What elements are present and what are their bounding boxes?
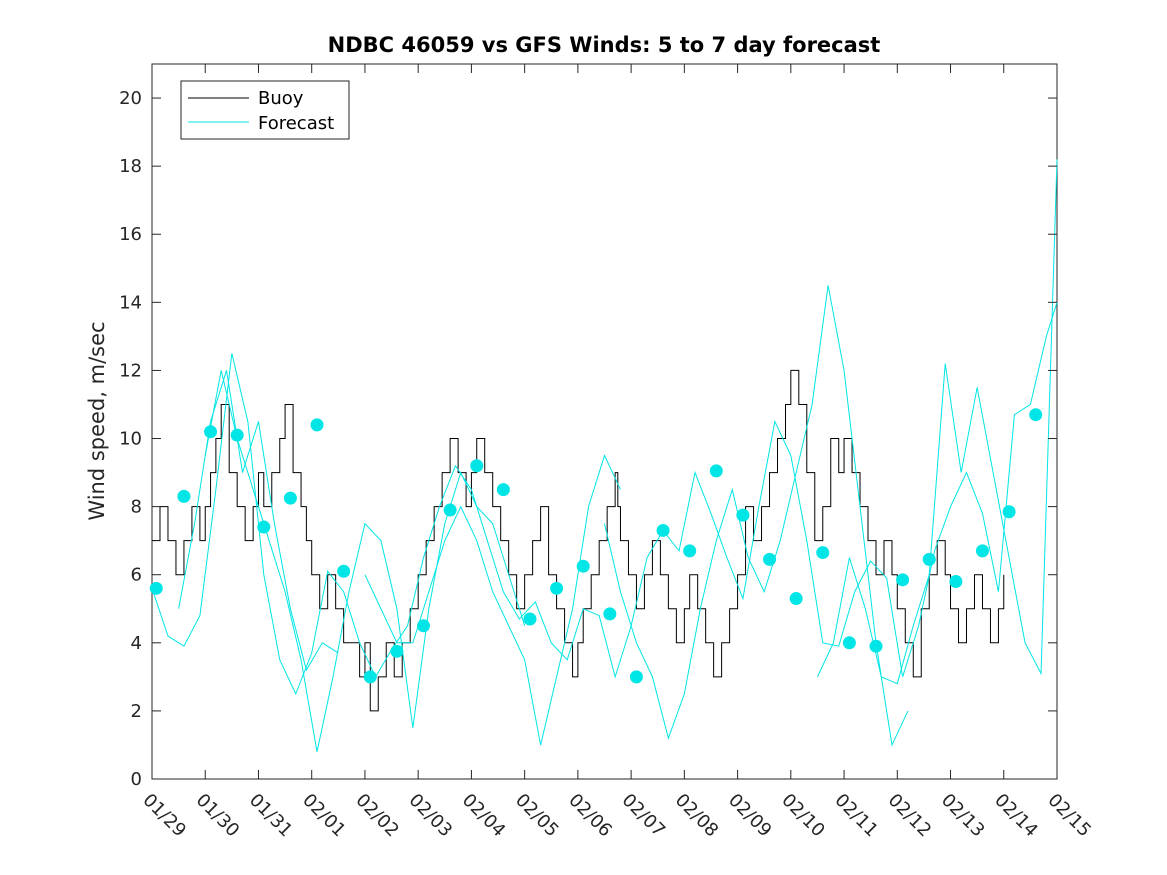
forecast-point — [949, 575, 963, 589]
forecast-point — [869, 639, 883, 653]
buoy-series-line — [152, 369, 1005, 712]
forecast-point — [656, 523, 670, 537]
y-axis-label: Wind speed, m/sec — [85, 321, 109, 520]
forecast-point — [896, 573, 910, 587]
legend-buoy-label: Buoy — [258, 88, 304, 109]
forecast-point — [789, 592, 803, 606]
forecast-point — [204, 425, 218, 439]
forecast-point — [763, 552, 777, 566]
y-tick-label: 20 — [119, 88, 142, 109]
forecast-point — [523, 612, 537, 626]
forecast-point — [1002, 505, 1016, 519]
forecast-point — [1029, 408, 1043, 422]
y-tick-label: 14 — [119, 292, 142, 313]
y-tick-label: 6 — [131, 565, 142, 586]
y-tick-label: 4 — [131, 633, 142, 654]
y-tick-label: 0 — [131, 769, 142, 790]
forecast-point — [629, 670, 643, 684]
forecast-point — [230, 428, 244, 442]
plot-area — [151, 63, 1058, 780]
forecast-series-line-2 — [178, 370, 339, 672]
forecast-point — [337, 564, 351, 578]
y-tick-label: 18 — [119, 156, 142, 177]
forecast-point — [709, 464, 723, 478]
forecast-point — [975, 544, 989, 558]
marker-layer — [149, 408, 1043, 684]
forecast-point — [470, 459, 484, 473]
y-tick-label: 12 — [119, 360, 142, 381]
legend-forecast-label: Forecast — [258, 113, 334, 134]
forecast-series-line-5 — [604, 285, 909, 747]
forecast-point — [922, 552, 936, 566]
forecast-point — [363, 670, 377, 684]
forecast-point — [417, 619, 430, 633]
forecast-point — [443, 503, 457, 517]
y-tick-label: 10 — [119, 429, 142, 450]
series-layer — [151, 159, 1058, 752]
y-tick-label: 2 — [131, 701, 142, 722]
forecast-point — [603, 607, 617, 621]
forecast-series-line-4 — [364, 454, 621, 746]
forecast-point — [310, 418, 324, 432]
forecast-point — [842, 636, 856, 650]
forecast-series-line-6 — [816, 159, 1058, 685]
forecast-point — [550, 581, 564, 595]
forecast-point — [283, 491, 297, 505]
forecast-point — [390, 644, 404, 658]
forecast-point — [257, 520, 271, 534]
legend-box — [180, 80, 350, 140]
chart-title: NDBC 46059 vs GFS Winds: 5 to 7 day fore… — [328, 33, 881, 57]
y-tick-label: 16 — [119, 224, 142, 245]
legend: Buoy Forecast — [180, 80, 350, 140]
forecast-point — [496, 483, 510, 497]
forecast-point — [736, 508, 750, 522]
forecast-point — [816, 546, 830, 560]
forecast-point — [149, 581, 163, 595]
forecast-point — [177, 489, 191, 503]
forecast-series-line-3 — [204, 370, 526, 752]
forecast-point — [683, 544, 697, 558]
y-tick-label: 8 — [131, 497, 142, 518]
forecast-point — [576, 559, 590, 573]
